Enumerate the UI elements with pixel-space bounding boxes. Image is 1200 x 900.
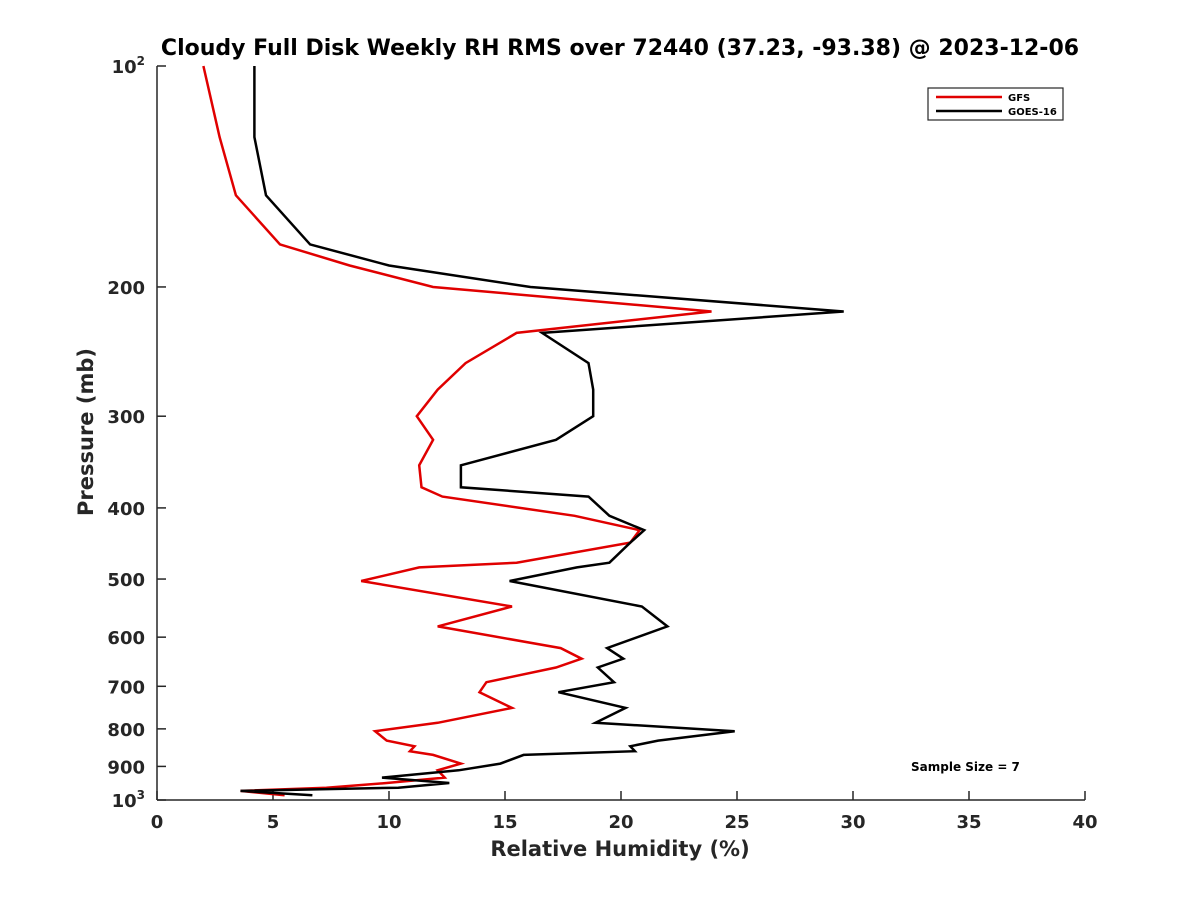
y-tick-label: 103: [112, 788, 145, 812]
y-tick-label: 500: [107, 570, 145, 591]
series-lines: [202, 65, 844, 797]
series-line-goes-16: [240, 66, 844, 797]
legend-label-gfs: GFS: [1008, 93, 1030, 104]
x-tick-label: 30: [840, 812, 865, 833]
y-tick-label: 400: [107, 499, 145, 520]
x-tick-label: 10: [376, 812, 401, 833]
y-tick-label: 600: [107, 628, 145, 649]
y-axis-label: Pressure (mb): [74, 348, 98, 516]
y-tick-label: 102: [112, 54, 145, 78]
sample-size-annotation: Sample Size = 7: [911, 760, 1020, 774]
legend: GFS GOES-16: [927, 87, 1064, 121]
x-tick-label: 40: [1072, 812, 1097, 833]
x-axis-label: Relative Humidity (%): [490, 837, 749, 861]
x-tick-label: 5: [267, 812, 280, 833]
y-tick-label: 800: [107, 720, 145, 741]
y-tick-label: 200: [107, 278, 145, 299]
legend-box: [927, 87, 1064, 121]
legend-label-goes-16: GOES-16: [1008, 107, 1057, 118]
plot-area: 0 5 10 15 20 25 30 35 40 102 200 300 400 500 600 700 80…: [107, 54, 1097, 833]
y-tick-label: 700: [107, 677, 145, 698]
y-axis-ticks: 102 200 300 400 500 600 700 800 900 103: [107, 54, 166, 812]
x-tick-label: 25: [724, 812, 749, 833]
x-tick-label: 35: [956, 812, 981, 833]
y-tick-label: 900: [107, 757, 145, 778]
x-tick-label: 15: [492, 812, 517, 833]
x-tick-label: 20: [608, 812, 633, 833]
x-axis-ticks: 0 5 10 15 20 25 30 35 40: [151, 791, 1098, 833]
y-tick-label: 300: [107, 407, 145, 428]
x-tick-label: 0: [151, 812, 164, 833]
chart-title: Cloudy Full Disk Weekly RH RMS over 7244…: [161, 36, 1079, 61]
series-line-gfs: [202, 65, 712, 797]
